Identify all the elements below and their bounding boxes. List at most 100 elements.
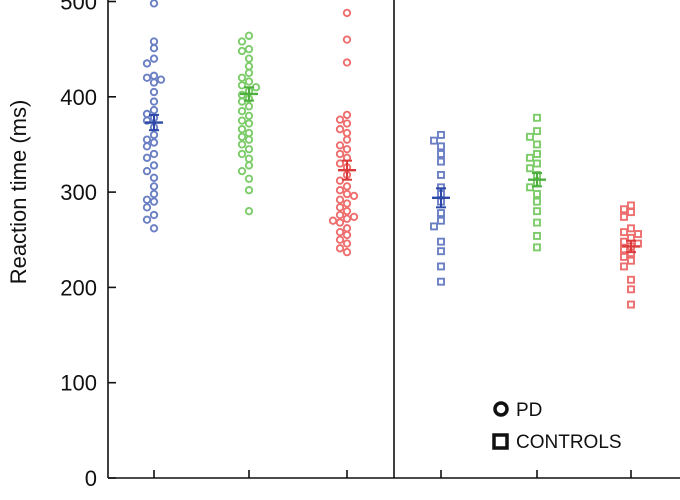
data-point-1-18 <box>149 130 159 140</box>
data-point-2-28 <box>244 154 254 163</box>
data-point-2-29 <box>244 161 254 170</box>
data-point-3-24 <box>335 203 345 212</box>
data-point-1-4 <box>149 44 159 53</box>
data-point-2-21 <box>237 125 247 134</box>
data-point-1-22 <box>149 149 159 159</box>
data-point-1-24 <box>149 161 159 170</box>
data-point-4-5 <box>437 157 445 166</box>
data-point-2-2 <box>237 37 247 46</box>
data-point-2-8 <box>237 73 247 82</box>
data-point-1-9 <box>156 75 166 84</box>
data-point-5-4 <box>533 140 541 149</box>
data-point-2-5 <box>244 54 254 63</box>
data-point-2-25 <box>237 140 247 149</box>
data-point-1-33 <box>142 215 152 224</box>
data-point-1-16 <box>142 116 152 125</box>
data-point-3-2 <box>342 35 352 44</box>
data-point-1-23 <box>142 153 152 162</box>
data-point-5-7 <box>533 159 541 168</box>
data-point-3-10 <box>335 141 345 150</box>
legend: PD CONTROLS <box>492 400 622 453</box>
data-point-2-17 <box>237 106 247 116</box>
data-point-3-35 <box>342 239 352 248</box>
data-point-2-16 <box>244 102 254 111</box>
data-point-5-12 <box>533 190 541 198</box>
x-ticks <box>153 470 632 478</box>
data-point-3-4 <box>342 110 352 120</box>
data-point-5-6 <box>526 153 534 162</box>
data-point-3-14 <box>335 159 345 168</box>
y-ticks: 0 100 200 300 400 500 <box>60 0 116 491</box>
mean-markers <box>145 86 640 254</box>
data-point-3-12 <box>335 149 345 159</box>
data-point-4-14 <box>437 247 445 256</box>
data-point-3-37 <box>342 247 352 257</box>
data-point-4-2 <box>430 136 438 145</box>
data-point-6-6 <box>620 228 628 237</box>
legend-pd-marker <box>493 401 509 417</box>
y-tick-label-400: 400 <box>60 85 97 110</box>
y-tick-label-200: 200 <box>60 275 97 300</box>
data-point-6-14 <box>620 252 628 261</box>
data-point-4-15 <box>437 262 445 271</box>
data-point-5-16 <box>533 231 541 240</box>
data-point-2-4 <box>237 46 247 56</box>
data-point-6-17 <box>627 275 635 284</box>
data-point-1-8 <box>142 73 152 82</box>
data-point-2-19 <box>237 116 247 125</box>
data-point-6-2 <box>620 205 628 214</box>
legend-pd-label: PD <box>516 400 542 421</box>
data-point-6-18 <box>627 285 635 294</box>
data-point-3-5 <box>335 115 345 124</box>
data-point-6-1 <box>627 201 635 210</box>
data-point-1-26 <box>149 173 159 182</box>
data-point-1-28 <box>149 189 159 199</box>
data-point-4-10 <box>437 209 445 218</box>
data-point-6-15 <box>627 256 635 265</box>
data-point-3-20 <box>342 189 352 199</box>
data-point-6-16 <box>620 262 628 271</box>
data-point-3-6 <box>342 119 352 128</box>
data-point-3-30 <box>335 218 345 227</box>
data-point-2-22 <box>244 128 254 138</box>
data-point-5-1 <box>533 113 541 122</box>
data-point-2-10 <box>237 81 247 90</box>
legend-controls-marker <box>492 433 509 450</box>
data-point-2-24 <box>244 135 254 144</box>
data-point-2-26 <box>244 145 254 154</box>
data-point-2-6 <box>244 62 254 71</box>
data-point-2-20 <box>244 119 254 128</box>
data-point-6-4 <box>620 212 628 221</box>
data-point-3-1 <box>342 8 352 18</box>
data-point-1-34 <box>149 224 159 233</box>
data-point-3-11 <box>342 145 352 154</box>
data-point-1-10 <box>149 78 159 87</box>
data-point-1-5 <box>149 54 159 63</box>
data-point-1-3 <box>149 37 159 46</box>
legend-controls-label: CONTROLS <box>516 432 622 453</box>
data-point-2-18 <box>244 111 254 121</box>
data-point-3-19 <box>335 186 345 195</box>
data-point-2-9 <box>244 77 254 86</box>
data-point-1-13 <box>149 105 159 115</box>
data-point-4-13 <box>437 237 445 246</box>
data-point-6-7 <box>634 230 642 238</box>
data-point-3-25 <box>342 207 352 216</box>
data-point-3-18 <box>342 182 352 191</box>
data-point-4-6 <box>437 170 445 179</box>
data-point-1-19 <box>142 135 152 144</box>
data-point-6-5 <box>627 224 635 233</box>
data-point-1-12 <box>149 97 159 106</box>
data-point-1-31 <box>142 203 152 212</box>
data-point-2-23 <box>237 132 247 141</box>
data-point-2-7 <box>244 68 254 78</box>
data-point-5-14 <box>533 207 541 216</box>
data-point-1-11 <box>149 87 159 97</box>
y-tick-label-0: 0 <box>85 466 97 491</box>
data-point-4-12 <box>430 222 438 231</box>
data-point-3-9 <box>342 135 352 144</box>
data-point-4-4 <box>437 150 445 158</box>
data-point-6-19 <box>627 300 635 309</box>
data-point-3-31 <box>342 224 352 233</box>
data-point-3-36 <box>335 244 345 253</box>
